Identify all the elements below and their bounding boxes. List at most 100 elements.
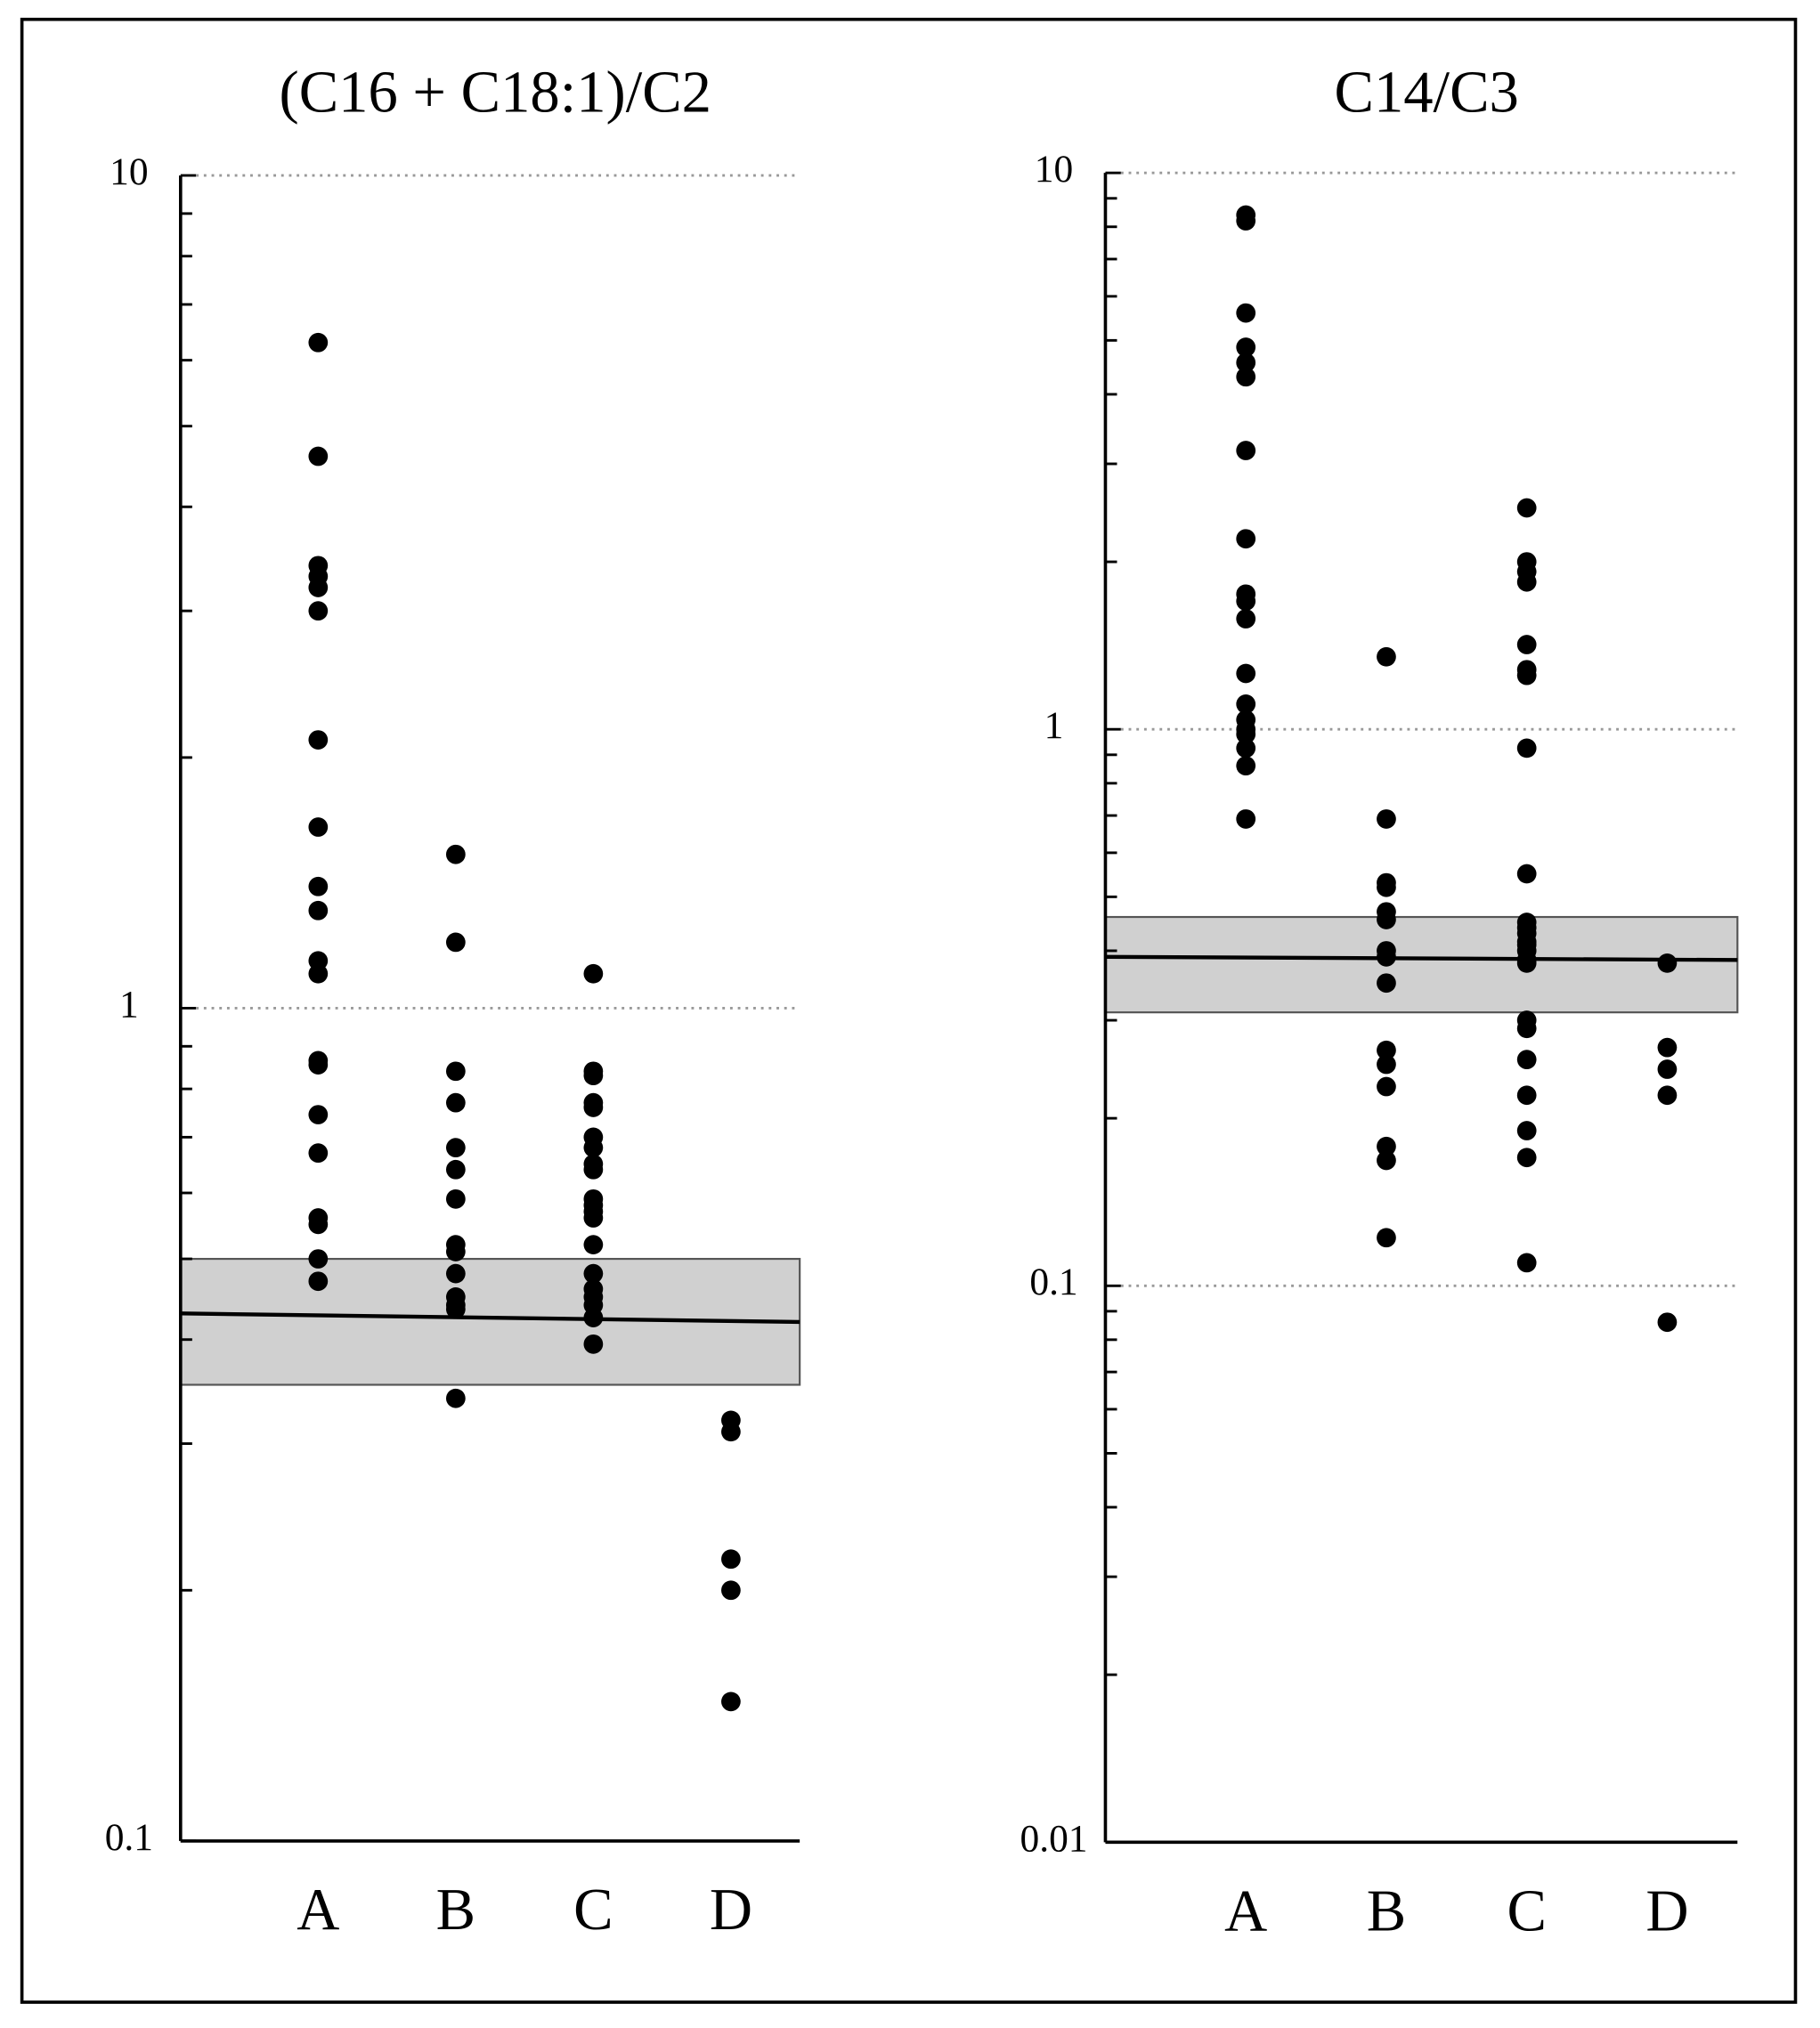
- x-tick-label: D: [710, 1878, 752, 1943]
- point: [1377, 946, 1396, 967]
- point: [445, 1159, 466, 1180]
- point: [721, 1422, 741, 1442]
- point: [1377, 973, 1396, 994]
- point: [445, 1263, 466, 1284]
- point: [1236, 303, 1256, 323]
- chart-title: (C16 + C18:1)/C2: [280, 60, 711, 125]
- point: [583, 1138, 604, 1158]
- y-tick-label: 0.1: [1029, 1261, 1077, 1303]
- point: [308, 332, 329, 353]
- point: [1377, 1054, 1396, 1075]
- point: [1516, 1253, 1537, 1273]
- point: [1236, 694, 1256, 714]
- point: [1516, 1018, 1537, 1039]
- point: [721, 1691, 741, 1712]
- point: [1377, 1040, 1396, 1060]
- y-tick-label: 10: [110, 150, 148, 193]
- point: [445, 1138, 466, 1158]
- x-tick-label: A: [1224, 1879, 1267, 1944]
- x-tick-label: C: [573, 1878, 613, 1943]
- point: [583, 1208, 604, 1228]
- point: [1657, 1085, 1678, 1106]
- point: [308, 446, 329, 466]
- point: [308, 730, 329, 750]
- point: [1236, 609, 1256, 629]
- point: [445, 1388, 466, 1408]
- point: [1236, 441, 1256, 460]
- point: [445, 1092, 466, 1113]
- point: [308, 1055, 329, 1075]
- y-tick-label: 1: [1044, 704, 1064, 747]
- point: [445, 844, 466, 864]
- point: [445, 932, 466, 953]
- point: [583, 1263, 604, 1284]
- point: [583, 1334, 604, 1354]
- point: [308, 1271, 329, 1292]
- point: [1516, 572, 1537, 592]
- point: [1236, 591, 1256, 612]
- point: [445, 1299, 466, 1319]
- point: [1657, 1312, 1678, 1333]
- median-line: [1105, 954, 1738, 962]
- point: [1236, 353, 1256, 373]
- point: [1516, 1121, 1537, 1140]
- point: [308, 1249, 329, 1269]
- point: [308, 900, 329, 921]
- x-tick-label: B: [436, 1878, 475, 1943]
- point: [1236, 337, 1256, 357]
- y-tick-label: 0.01: [1020, 1817, 1088, 1860]
- median-line: [180, 1311, 800, 1325]
- point: [445, 1061, 466, 1082]
- point: [308, 1143, 329, 1164]
- point: [1236, 756, 1256, 776]
- point: [1657, 953, 1678, 973]
- point: [1516, 665, 1537, 685]
- point: [1377, 646, 1396, 667]
- point: [1516, 498, 1537, 518]
- point: [1516, 738, 1537, 758]
- point: [1377, 1150, 1396, 1171]
- point: [1377, 809, 1396, 829]
- point: [1377, 1076, 1396, 1097]
- point: [1516, 953, 1537, 973]
- point: [308, 601, 329, 621]
- point: [583, 963, 604, 984]
- point: [445, 1242, 466, 1261]
- point: [1236, 529, 1256, 549]
- point: [1236, 809, 1256, 829]
- point: [445, 1188, 466, 1209]
- point: [1657, 1037, 1678, 1058]
- y-tick-label: 10: [1035, 148, 1073, 191]
- chart-title: C14/C3: [1335, 60, 1519, 125]
- point: [1377, 1136, 1396, 1156]
- point: [308, 876, 329, 896]
- x-tick-label: B: [1367, 1879, 1406, 1944]
- point: [583, 1159, 604, 1180]
- point: [308, 1214, 329, 1235]
- point: [1377, 1228, 1396, 1248]
- point: [583, 1235, 604, 1254]
- y-tick-label: 0.1: [105, 1816, 153, 1859]
- point: [308, 817, 329, 837]
- point: [1377, 910, 1396, 929]
- point: [1377, 877, 1396, 897]
- point: [583, 1066, 604, 1086]
- point: [308, 578, 329, 597]
- point: [721, 1549, 741, 1570]
- point: [1236, 211, 1256, 231]
- point: [583, 1098, 604, 1117]
- point: [308, 963, 329, 984]
- x-tick-label: D: [1645, 1879, 1688, 1944]
- y-tick-label: 1: [119, 983, 139, 1026]
- x-tick-label: A: [297, 1878, 339, 1943]
- point: [1657, 1059, 1678, 1079]
- point: [1516, 1148, 1537, 1168]
- point: [583, 1308, 604, 1327]
- point: [1236, 367, 1256, 387]
- point: [1236, 738, 1256, 758]
- point: [1516, 1050, 1537, 1070]
- x-tick-label: C: [1507, 1879, 1546, 1944]
- point: [1236, 663, 1256, 684]
- point: [1516, 1085, 1537, 1106]
